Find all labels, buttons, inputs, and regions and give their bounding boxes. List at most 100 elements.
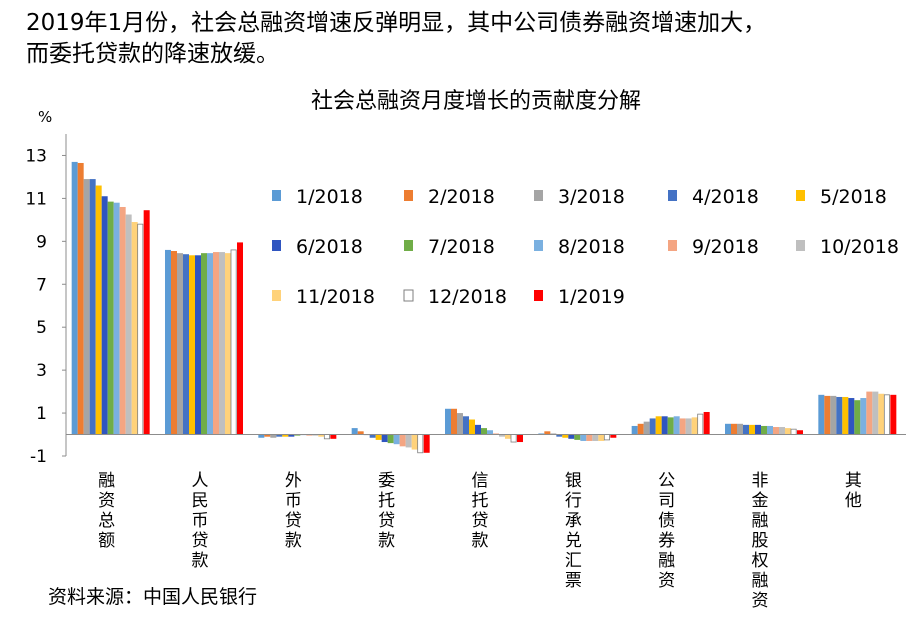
x-tick-label-char: 金 [752, 491, 769, 511]
x-tick-label: 公司债券融资 [658, 471, 675, 591]
x-tick-label-char: 托 [472, 491, 489, 511]
bar-9-2018-0 [119, 206, 126, 435]
bar-7-2018-2 [294, 434, 301, 436]
legend-label: 5/2018 [820, 186, 887, 208]
bar-9-2018-7 [773, 427, 779, 435]
x-tick-label-char: 款 [472, 531, 489, 551]
x-tick-label-char: 承 [565, 511, 582, 531]
legend-label: 8/2018 [558, 236, 625, 258]
bar-2-2018-7 [731, 423, 737, 435]
bar-2-2018-6 [637, 423, 644, 435]
bar-9-2018-3 [399, 434, 406, 447]
bar-4-2018-2 [276, 434, 283, 437]
bar-8-2018-6 [673, 416, 680, 435]
x-tick-label-char: 款 [192, 551, 209, 571]
x-tick-label-char: 融 [658, 551, 675, 571]
bar-1-2018-0 [71, 161, 78, 435]
bar-6-2018-7 [755, 424, 761, 435]
bar-4-2018-4 [463, 416, 469, 435]
x-tick-label-char: 币 [192, 511, 209, 531]
bar-4-2018-3 [369, 434, 376, 438]
x-tick-label-char: 融 [752, 511, 769, 531]
legend-swatch [272, 190, 281, 201]
bar-1-2018-1 [165, 249, 171, 435]
bar-9-2018-6 [679, 418, 686, 435]
bar-10-2018-6 [685, 418, 692, 435]
bar-4-2018-8 [836, 396, 843, 435]
legend-swatch [404, 190, 413, 201]
bar-11-2018-6 [691, 417, 698, 435]
bar-1-2018-3 [351, 428, 358, 435]
headline-line-1: 2019年1月份，社会总融资增速反弹明显，其中公司债券融资增速加大， [26, 10, 767, 36]
bar-3-2018-4 [457, 413, 463, 435]
bar-2-2018-8 [824, 395, 831, 435]
x-tick-label-char: 民 [192, 491, 209, 511]
bar-5-2018-1 [189, 255, 195, 435]
bar-12-2018-8 [883, 394, 890, 435]
x-tick-label-char: 贷 [192, 531, 209, 551]
x-tick-label-char: 贷 [378, 511, 395, 531]
x-tick-label-char: 贷 [472, 511, 489, 531]
x-tick-label-char: 人 [192, 471, 209, 491]
bar-7-2018-4 [481, 428, 487, 435]
x-tick-label-char: 贷 [285, 511, 302, 531]
x-tick-label-char: 他 [845, 491, 862, 511]
x-tick-label-char: 融 [98, 471, 115, 491]
y-tick-label: 5 [36, 318, 47, 338]
legend-label: 4/2018 [692, 186, 759, 208]
x-tick-label-char: 其 [845, 471, 862, 491]
bar-5-2018-6 [655, 416, 662, 435]
bar-6-2018-8 [848, 398, 855, 435]
legend-swatch [272, 240, 281, 251]
bar-6-2018-1 [195, 255, 201, 435]
bar-2-2018-4 [451, 408, 457, 435]
bar-8-2018-7 [767, 425, 773, 435]
bar-1-2019-1 [237, 242, 243, 435]
bar-3-2018-1 [177, 253, 183, 435]
bar-11-2018-5 [598, 434, 605, 441]
bar-5-2018-7 [749, 424, 755, 435]
x-tick-label-char: 款 [285, 531, 302, 551]
x-tick-label-char: 票 [565, 571, 582, 591]
bar-11-2018-3 [411, 434, 418, 450]
legend-label: 7/2018 [428, 236, 495, 258]
bar-5-2018-5 [562, 434, 569, 438]
bar-2-2018-1 [171, 250, 177, 435]
bar-6-2018-0 [101, 196, 108, 435]
bar-12-2018-4 [510, 434, 517, 443]
bar-9-2018-1 [213, 252, 219, 435]
x-tick-label-char: 券 [658, 531, 675, 551]
x-tick-label-char: 外 [285, 471, 302, 491]
legend-swatch [534, 240, 543, 251]
x-tick-label-char: 权 [752, 551, 769, 571]
bar-1-2018-2 [258, 434, 265, 438]
legend-swatch [403, 289, 414, 302]
y-tick-label: 11 [25, 189, 47, 209]
bar-9-2018-5 [586, 434, 593, 441]
x-tick-label-char: 信 [472, 471, 489, 491]
bar-1-2018-6 [631, 425, 638, 435]
bar-3-2018-6 [643, 421, 650, 435]
bar-10-2018-7 [779, 427, 785, 435]
legend-swatch [404, 240, 413, 251]
bar-10-2018-0 [125, 214, 132, 435]
bar-6-2018-6 [661, 416, 668, 435]
x-tick-label-char: 资 [658, 571, 675, 591]
bar-12-2018-6 [697, 413, 704, 435]
y-tick-label: 3 [36, 361, 47, 381]
legend-label: 1/2018 [296, 186, 363, 208]
bar-2-2018-3 [357, 431, 364, 435]
bar-8-2018-3 [393, 434, 400, 445]
x-tick-label: 委托贷款 [378, 471, 395, 551]
x-tick-label-char: 债 [658, 511, 675, 531]
bar-10-2018-1 [219, 252, 225, 435]
bar-9-2018-2 [306, 434, 313, 436]
legend-label: 6/2018 [296, 236, 363, 258]
bar-12-2018-2 [323, 434, 330, 440]
x-tick-label-char: 银 [565, 471, 582, 491]
bar-2-2018-2 [264, 434, 271, 437]
bar-4-2018-7 [743, 424, 749, 435]
